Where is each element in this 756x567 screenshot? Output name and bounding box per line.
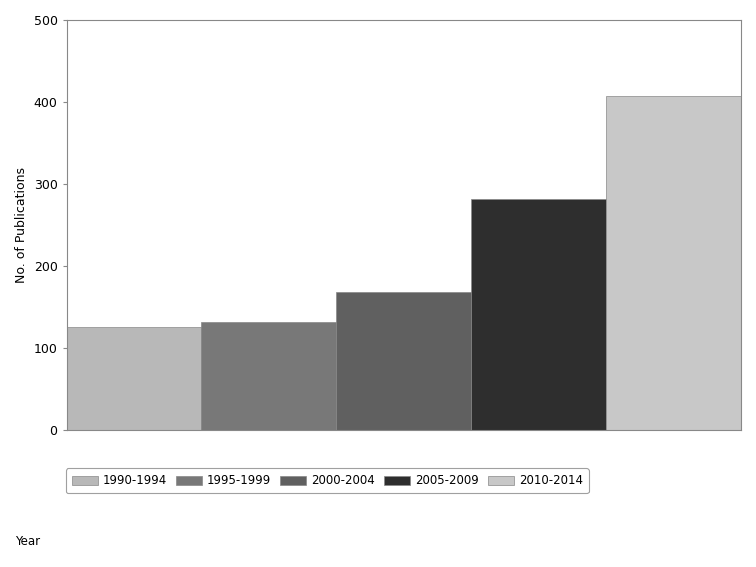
Bar <box>336 292 471 430</box>
Bar <box>67 327 201 430</box>
Bar <box>606 96 741 430</box>
Bar <box>471 198 606 430</box>
Legend: 1990-1994, 1995-1999, 2000-2004, 2005-2009, 2010-2014: 1990-1994, 1995-1999, 2000-2004, 2005-20… <box>66 468 589 493</box>
Bar <box>201 321 336 430</box>
Text: Year: Year <box>15 535 40 548</box>
Y-axis label: No. of Publications: No. of Publications <box>15 167 28 283</box>
